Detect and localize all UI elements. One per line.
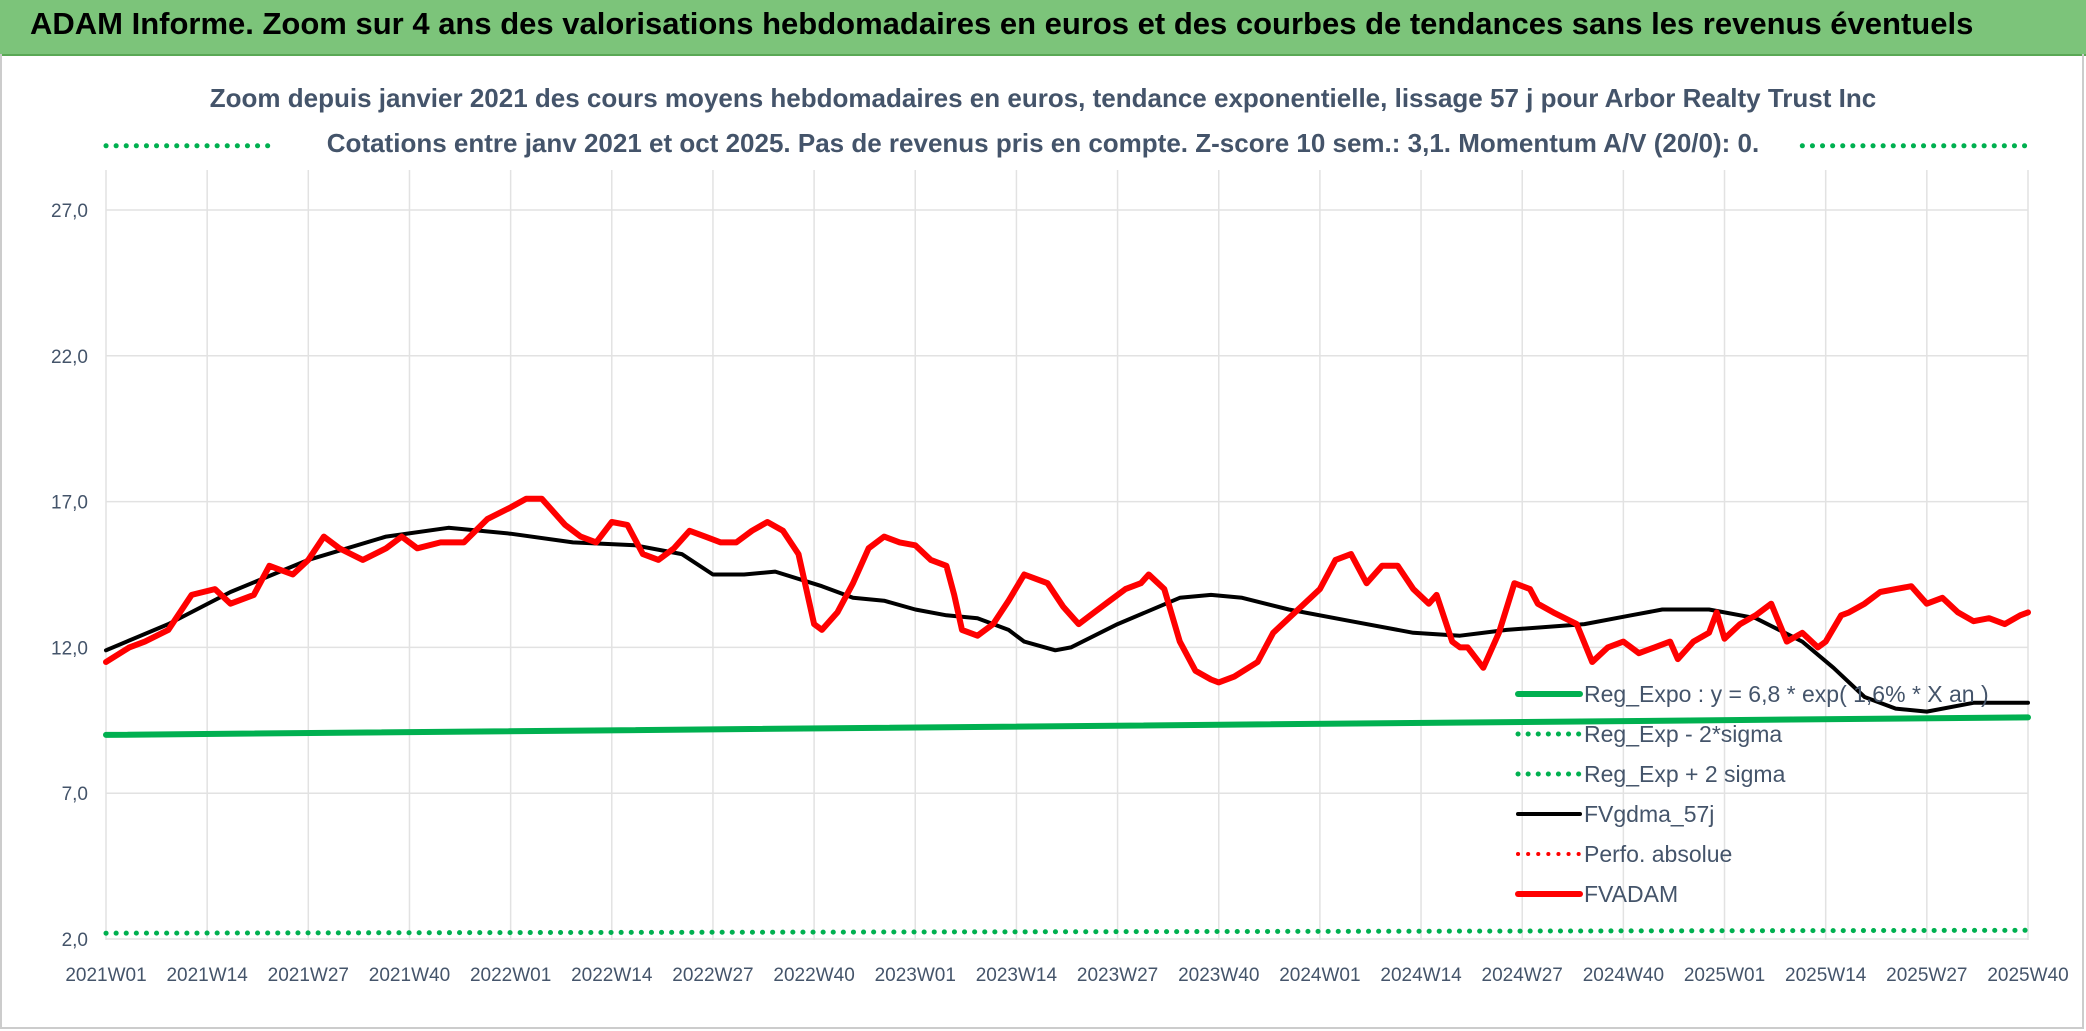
x-tick-label: 2023W14: [976, 965, 1058, 986]
x-tick-label: 2024W01: [1279, 965, 1360, 986]
x-tick-label: 2022W01: [470, 965, 551, 986]
x-tick-label: 2021W01: [65, 965, 146, 986]
legend-label: FVgdma_57j: [1584, 801, 1714, 827]
series-line-5: [103, 495, 2031, 686]
x-tick-label: 2022W14: [571, 965, 653, 986]
x-tick-label: 2024W27: [1482, 965, 1563, 986]
x-tick-label: 2021W27: [268, 965, 349, 986]
x-tick-label: 2022W27: [672, 965, 753, 986]
series-line-0: [103, 714, 2031, 738]
x-tick-label: 2025W01: [1684, 965, 1765, 986]
chart-subtitle: Cotations entre janv 2021 et oct 2025. P…: [326, 128, 1760, 158]
series-line-1: [103, 927, 2031, 936]
x-tick-label: 2021W40: [369, 965, 450, 986]
x-tick-label: 2021W14: [166, 965, 248, 986]
report-title: ADAM Informe. Zoom sur 4 ans des valoris…: [30, 6, 1974, 41]
legend-label: Perfo. absolue: [1584, 841, 1732, 867]
y-tick-label: 2,0: [62, 930, 88, 951]
chart-frame: [0, 54, 2084, 1029]
legend-label: Reg_Exp - 2*sigma: [1584, 721, 1782, 747]
x-tick-label: 2022W40: [773, 965, 854, 986]
y-tick-label: 22,0: [51, 347, 88, 368]
x-tick-label: 2024W40: [1583, 965, 1664, 986]
legend-label: Reg_Expo : y = 6,8 * exp( 1,6% * X an ): [1584, 681, 1989, 707]
x-tick-label: 2023W27: [1077, 965, 1158, 986]
x-tick-label: 2025W40: [1987, 965, 2068, 986]
y-tick-label: 27,0: [51, 201, 88, 222]
y-tick-label: 7,0: [62, 784, 88, 805]
legend-label: FVADAM: [1584, 881, 1678, 907]
report-header: ADAM Informe. Zoom sur 4 ans des valoris…: [0, 0, 2086, 56]
chart-title: Zoom depuis janvier 2021 des cours moyen…: [209, 83, 1877, 113]
y-tick-label: 17,0: [51, 493, 88, 514]
x-tick-label: 2024W14: [1380, 965, 1462, 986]
legend-label: Reg_Exp + 2 sigma: [1584, 761, 1786, 787]
y-tick-label: 12,0: [51, 638, 88, 659]
x-tick-label: 2023W01: [875, 965, 956, 986]
x-tick-label: 2023W40: [1178, 965, 1259, 986]
x-tick-label: 2025W14: [1785, 965, 1867, 986]
x-tick-label: 2025W27: [1886, 965, 1967, 986]
